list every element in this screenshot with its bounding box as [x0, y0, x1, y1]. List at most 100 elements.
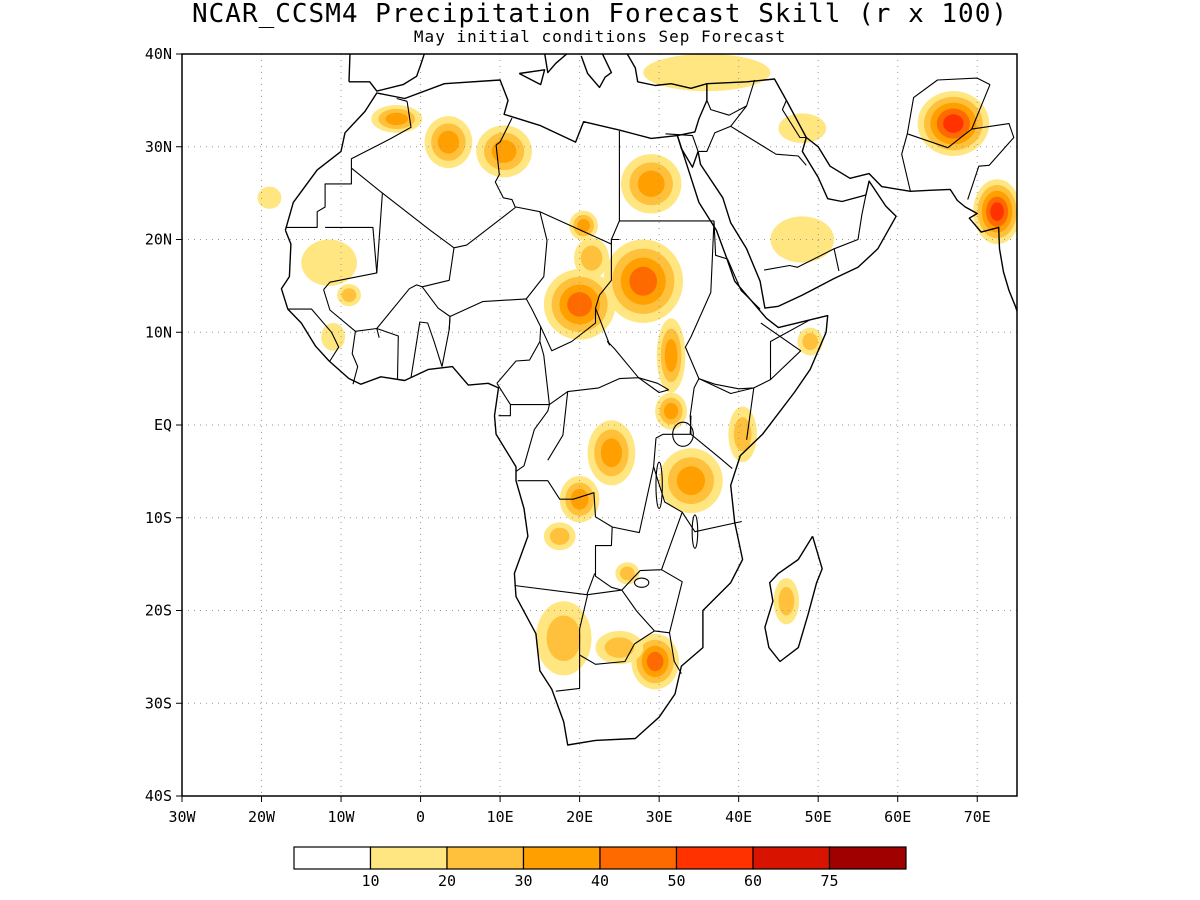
skill-contour-band	[778, 586, 795, 616]
skill-contour-band	[637, 170, 665, 198]
lake-outline	[691, 514, 699, 549]
country-border	[350, 101, 412, 169]
country-border	[410, 321, 443, 378]
country-border	[525, 211, 548, 300]
longitude-label: 20W	[248, 808, 276, 826]
coastline	[676, 78, 897, 309]
legend-swatch	[446, 846, 525, 870]
country-border	[540, 308, 597, 352]
country-border	[376, 327, 399, 379]
coastline	[280, 79, 829, 746]
country-border	[764, 248, 835, 271]
legend-swatch	[522, 846, 601, 870]
skill-contour-band	[546, 615, 581, 662]
skill-contour-band	[437, 130, 460, 154]
skill-region	[569, 210, 598, 241]
skill-contour-band	[580, 245, 603, 271]
skill-contour-band	[600, 438, 623, 468]
skill-region	[778, 113, 827, 144]
country-border	[713, 220, 761, 310]
legend-swatch	[293, 846, 372, 870]
skill-region	[337, 284, 361, 307]
legend-swatch	[675, 846, 754, 870]
latitude-label: EQ	[154, 416, 172, 434]
country-border	[653, 437, 742, 533]
skill-region	[535, 601, 592, 676]
country-border	[421, 286, 451, 367]
country-border	[907, 84, 991, 149]
country-border	[494, 144, 516, 208]
country-border	[323, 289, 356, 332]
country-border	[495, 117, 513, 146]
skill-region	[797, 327, 823, 356]
latitude-label: 20N	[145, 231, 172, 249]
latitude-labels: 40N 30N 20N 10N EQ 10S 20S 30S 40S	[145, 45, 172, 805]
skill-region	[770, 216, 835, 263]
skill-contour-band	[676, 466, 706, 496]
skill-contour-band	[570, 488, 589, 510]
country-border	[287, 308, 340, 362]
lake-outline	[672, 421, 694, 447]
skill-region	[543, 522, 576, 551]
country-border	[901, 133, 911, 192]
legend-label: 75	[820, 872, 838, 890]
country-border	[517, 466, 655, 534]
latitude-label: 20S	[145, 602, 172, 620]
skill-region	[917, 91, 990, 157]
longitude-labels: 30W 20W 10W 0 10E 20E 30E 40E 50E 60E 70E	[168, 808, 990, 826]
country-border	[376, 193, 383, 273]
country-border	[967, 123, 1015, 200]
skill-contour-band	[619, 566, 635, 581]
country-border	[594, 220, 620, 346]
country-border	[579, 589, 622, 630]
legend-label: 30	[514, 872, 532, 890]
coastline	[764, 535, 823, 663]
longitude-label: 50E	[805, 808, 832, 826]
coastline	[348, 54, 425, 92]
skill-contour-band	[604, 637, 635, 658]
coastline	[544, 54, 568, 74]
country-border	[351, 327, 377, 385]
longitude-label: 30W	[168, 808, 196, 826]
skill-region	[973, 179, 1017, 245]
skill-contour-band	[567, 292, 593, 317]
country-border	[539, 341, 669, 406]
legend-label: 40	[591, 872, 609, 890]
lake-outline	[655, 461, 663, 510]
skill-contour-band	[385, 112, 409, 126]
skill-contour-band	[943, 114, 964, 133]
skill-region	[631, 633, 680, 690]
skill-region	[574, 237, 610, 279]
legend-label: 50	[667, 872, 685, 890]
country-border	[684, 220, 802, 390]
skill-region	[659, 448, 723, 514]
country-border	[781, 100, 807, 139]
skill-contour-band	[802, 332, 819, 351]
axis-ticks	[176, 53, 978, 802]
country-border	[769, 319, 810, 380]
map-title: NCAR_CCSM4 Precipitation Forecast Skill …	[191, 0, 1008, 29]
legend-label: 60	[744, 872, 762, 890]
longitude-label: 60E	[884, 808, 911, 826]
skill-region	[603, 239, 683, 323]
skill-contour-band	[491, 139, 517, 163]
skill-contour-band	[664, 402, 679, 420]
skill-region	[559, 476, 600, 523]
color-legend: 10 20 30 40 50 60 75	[293, 846, 907, 890]
country-border	[906, 77, 991, 134]
longitude-label: 30E	[646, 808, 673, 826]
skill-region	[321, 322, 346, 351]
longitude-label: 10E	[487, 808, 514, 826]
skill-contour-band	[257, 186, 282, 209]
country-border	[514, 573, 596, 596]
skill-region	[595, 630, 644, 665]
latitude-label: 10N	[145, 323, 172, 341]
skill-region	[371, 105, 423, 133]
country-border	[668, 632, 682, 674]
skill-contour-band	[549, 527, 570, 545]
country-border	[655, 415, 692, 439]
skill-region	[655, 392, 687, 430]
longitude-label: 0	[416, 808, 425, 826]
country-border	[594, 512, 683, 591]
